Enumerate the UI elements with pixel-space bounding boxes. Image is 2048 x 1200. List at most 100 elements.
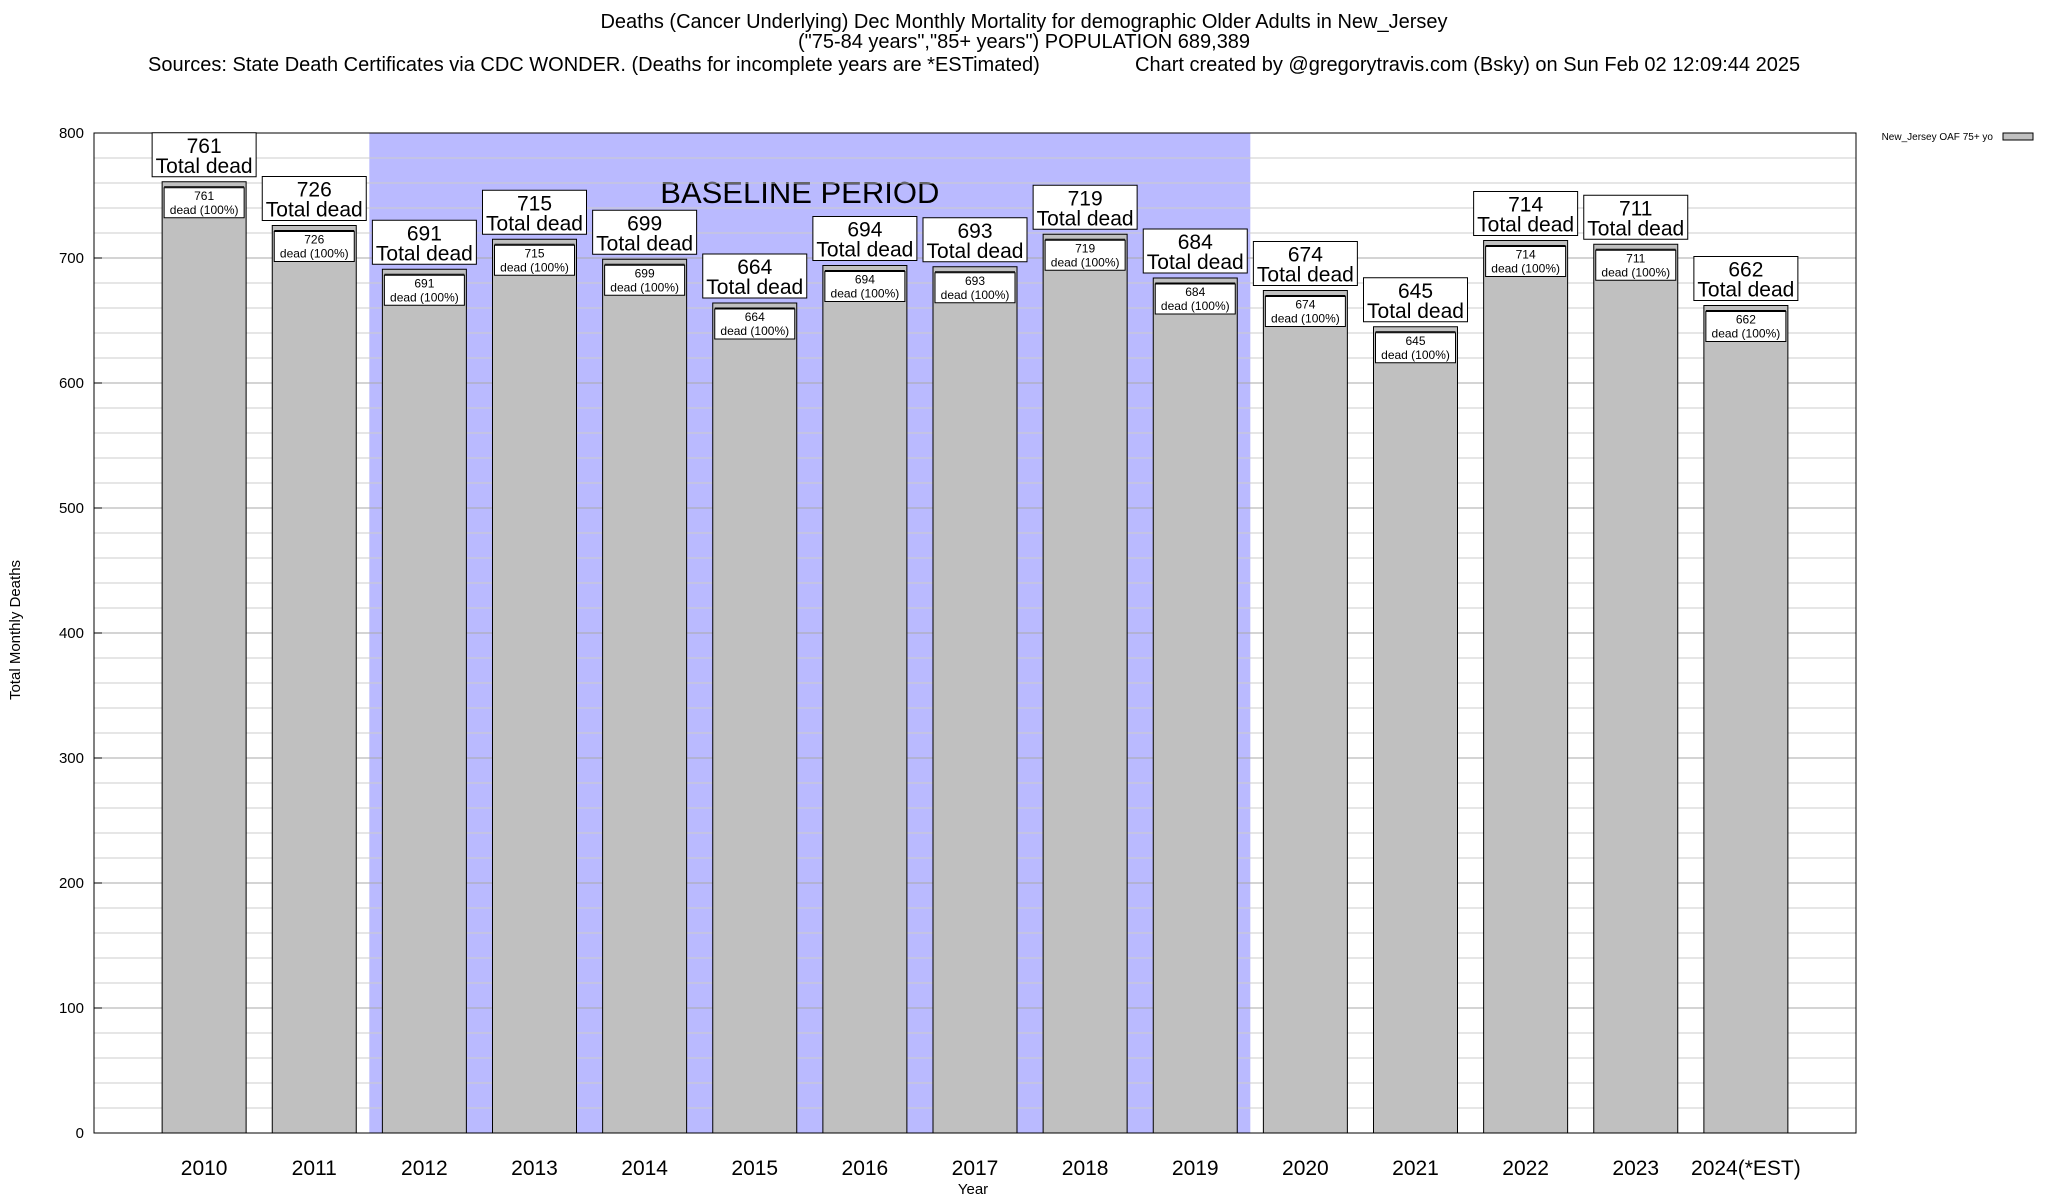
inner-value-label: 699: [635, 266, 655, 280]
x-tick-label: 2016: [842, 1157, 889, 1180]
inner-percent-label: dead (100%): [170, 203, 239, 217]
total-label-box: [371, 219, 477, 265]
y-tick-label: 200: [59, 875, 84, 892]
inner-percent-label: dead (100%): [1712, 327, 1781, 341]
x-tick-label: 2018: [1062, 1157, 1109, 1180]
inner-label-box: [273, 231, 355, 262]
x-axis-title: Year: [958, 1181, 988, 1198]
chart-title-block: Deaths (Cancer Underlying) Dec Monthly M…: [0, 12, 2048, 52]
total-value-label: 662: [1728, 259, 1763, 282]
total-dead-label: Total dead: [1587, 217, 1684, 240]
x-tick-label: 2011: [292, 1157, 337, 1180]
total-label-box: [1032, 184, 1138, 230]
y-tick-label: 100: [59, 1000, 84, 1017]
total-label-box: [261, 176, 367, 221]
inner-percent-label: dead (100%): [1381, 348, 1450, 362]
inner-value-label: 711: [1626, 251, 1645, 265]
bar: [1703, 305, 1789, 1134]
total-value-label: 694: [847, 219, 882, 242]
total-value-label: 691: [407, 222, 442, 245]
inner-value-label: 694: [855, 273, 875, 287]
inner-percent-label: dead (100%): [1601, 265, 1670, 279]
x-tick-label: 2017: [952, 1157, 999, 1180]
x-tick-label: 2024(*EST): [1691, 1157, 1801, 1180]
legend-swatch: [2002, 132, 2034, 141]
x-tick-label: 2021: [1392, 1157, 1439, 1180]
total-value-label: 674: [1288, 244, 1323, 267]
y-axis-title: Total Monthly Deaths: [7, 560, 24, 700]
inner-value-label: 719: [1075, 241, 1095, 255]
total-value-label: 715: [517, 192, 552, 215]
inner-label-box: [824, 271, 906, 302]
inner-label-box: [1485, 246, 1567, 277]
inner-percent-label: dead (100%): [720, 324, 789, 338]
total-value-label: 693: [957, 220, 992, 243]
total-value-label: 711: [1619, 197, 1652, 220]
total-dead-label: Total dead: [1147, 251, 1244, 274]
legend-label: New_Jersey OAF 75+ yo: [1882, 132, 1994, 143]
bar: [712, 302, 798, 1134]
axis-layer: 0 100 200 300 400 500 600 700 800 2010 2011 2012 201…: [59, 125, 1857, 1180]
total-dead-label: Total dead: [486, 212, 583, 235]
inner-label-box: [1375, 332, 1456, 364]
bar: [271, 225, 357, 1134]
inner-percent-label: dead (100%): [610, 280, 679, 294]
inner-percent-label: dead (100%): [1051, 255, 1120, 269]
y-tick-label: 500: [59, 500, 84, 517]
inner-percent-label: dead (100%): [1271, 312, 1340, 326]
inner-label-box: [163, 187, 245, 219]
total-label-box: [1583, 194, 1689, 240]
chart-title: Deaths (Cancer Underlying) Dec Monthly M…: [600, 11, 1448, 33]
bar: [1593, 243, 1679, 1134]
total-label-box: [1363, 277, 1468, 323]
total-dead-label: Total dead: [376, 242, 473, 265]
bar: [161, 181, 247, 1134]
y-tick-label: 300: [59, 750, 84, 767]
inner-label-box: [383, 274, 465, 306]
bar: [822, 265, 908, 1134]
bar: [1262, 290, 1348, 1134]
total-value-label: 664: [737, 256, 772, 279]
x-tick-label: 2013: [511, 1157, 558, 1180]
inner-percent-label: dead (100%): [1161, 299, 1230, 313]
inner-label-box: [934, 272, 1016, 304]
baseline-label: BASELINE PERIOD: [660, 175, 939, 210]
y-tick-label: 600: [59, 375, 84, 392]
x-tick-label: 2023: [1612, 1157, 1659, 1180]
total-dead-label: Total dead: [596, 232, 693, 255]
chart-subtitle: ("75-84 years","85+ years") POPULATION 6…: [797, 31, 1251, 53]
inner-percent-label: dead (100%): [390, 290, 459, 304]
credit-text: Chart created by @gregorytravis.com (Bsk…: [1135, 54, 1800, 76]
total-label-box: [702, 253, 808, 299]
inner-label-box: [714, 308, 796, 340]
total-dead-label: Total dead: [156, 155, 253, 178]
total-dead-label: Total dead: [1367, 300, 1464, 323]
bar: [1152, 277, 1238, 1134]
inner-value-label: 715: [524, 246, 544, 260]
x-tick-label: 2020: [1282, 1157, 1329, 1180]
total-dead-label: Total dead: [1257, 264, 1354, 287]
inner-value-label: 684: [1185, 285, 1205, 299]
inner-value-label: 761: [194, 189, 214, 203]
total-dead-label: Total dead: [816, 239, 913, 262]
y-tick-label: 0: [76, 1125, 84, 1142]
inner-percent-label: dead (100%): [500, 260, 569, 274]
inner-percent-label: dead (100%): [280, 247, 349, 261]
sources-text: Sources: State Death Certificates via CD…: [148, 54, 1040, 76]
total-dead-label: Total dead: [706, 276, 803, 299]
inner-label-box: [1264, 296, 1346, 327]
bar: [1042, 233, 1128, 1134]
total-label-box: [922, 217, 1028, 263]
y-tick-label: 700: [59, 250, 84, 267]
bar: [381, 268, 467, 1134]
x-tick-label: 2014: [621, 1157, 668, 1180]
inner-value-label: 691: [414, 276, 434, 290]
bar: [602, 258, 688, 1134]
inner-label-box: [1595, 249, 1677, 281]
x-tick-label: 2012: [401, 1157, 448, 1180]
total-value-label: 761: [187, 135, 222, 158]
inner-value-label: 645: [1405, 334, 1425, 348]
total-label-box: [1252, 241, 1358, 286]
